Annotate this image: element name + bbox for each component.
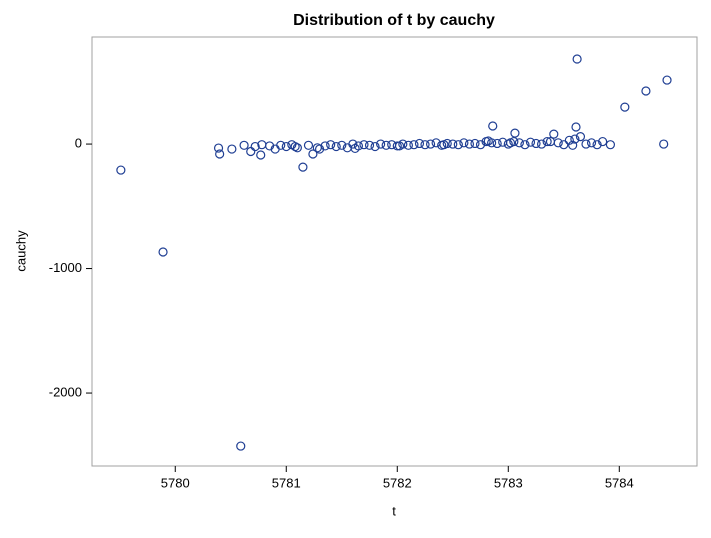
point	[239, 140, 249, 150]
x-axis-label: t	[392, 503, 396, 518]
point	[503, 139, 513, 149]
point	[414, 138, 425, 149]
point	[520, 140, 530, 150]
point	[525, 137, 536, 147]
point	[605, 140, 616, 150]
point	[290, 141, 300, 152]
point	[662, 75, 672, 85]
x-tick-label: 5782	[383, 475, 412, 490]
x-tick-label: 5780	[161, 475, 190, 490]
point	[510, 128, 520, 138]
y-axis-label: cauchy	[13, 230, 28, 272]
point	[213, 143, 224, 153]
point	[531, 138, 541, 149]
point	[483, 136, 493, 146]
point	[215, 149, 225, 159]
x-tick-label: 5783	[494, 475, 523, 490]
point	[276, 140, 286, 150]
point	[312, 143, 322, 153]
point	[256, 150, 266, 160]
x-tick-label: 5784	[605, 475, 634, 490]
point	[314, 144, 325, 154]
point	[265, 141, 275, 151]
point	[158, 247, 168, 257]
point	[292, 143, 302, 153]
y-tick-label: 0	[75, 136, 82, 151]
point	[116, 165, 126, 175]
point	[381, 140, 391, 150]
point	[559, 140, 569, 150]
chart-title: Distribution of t by cauchy	[293, 12, 495, 29]
point	[403, 140, 413, 150]
point	[575, 131, 586, 142]
point	[227, 144, 237, 154]
point	[581, 139, 591, 149]
point	[568, 140, 578, 150]
point	[549, 129, 559, 139]
point	[464, 139, 475, 149]
point	[470, 138, 480, 149]
point	[439, 140, 449, 150]
point	[409, 140, 419, 150]
point	[592, 140, 602, 150]
point	[250, 141, 260, 152]
point	[542, 136, 552, 147]
point	[298, 162, 308, 172]
point	[420, 140, 430, 150]
point	[453, 140, 463, 150]
point	[459, 138, 469, 148]
point	[308, 149, 318, 159]
point	[514, 138, 524, 148]
point	[364, 140, 375, 150]
point	[586, 138, 597, 148]
point	[571, 122, 581, 132]
point	[236, 441, 246, 451]
point	[326, 140, 336, 150]
point	[370, 141, 380, 152]
point	[570, 134, 580, 144]
point	[359, 140, 369, 150]
point	[281, 141, 291, 152]
point	[545, 136, 556, 147]
x-tick-label: 5781	[272, 475, 301, 490]
plot-frame	[91, 36, 698, 467]
point	[448, 139, 458, 149]
point	[348, 139, 358, 149]
point	[505, 138, 516, 148]
point	[350, 143, 360, 154]
y-tick-label: -1000	[49, 260, 82, 275]
point	[394, 141, 405, 151]
y-tick-label: -2000	[49, 384, 82, 399]
point	[337, 140, 347, 150]
point	[376, 139, 386, 149]
point	[536, 139, 547, 149]
point	[620, 102, 630, 112]
point	[598, 136, 608, 147]
point	[488, 121, 498, 131]
point	[492, 138, 502, 149]
point	[331, 141, 341, 152]
point	[303, 140, 314, 150]
point	[572, 54, 582, 64]
point	[425, 139, 436, 149]
point	[659, 139, 669, 149]
point	[475, 140, 486, 150]
point	[641, 86, 651, 96]
